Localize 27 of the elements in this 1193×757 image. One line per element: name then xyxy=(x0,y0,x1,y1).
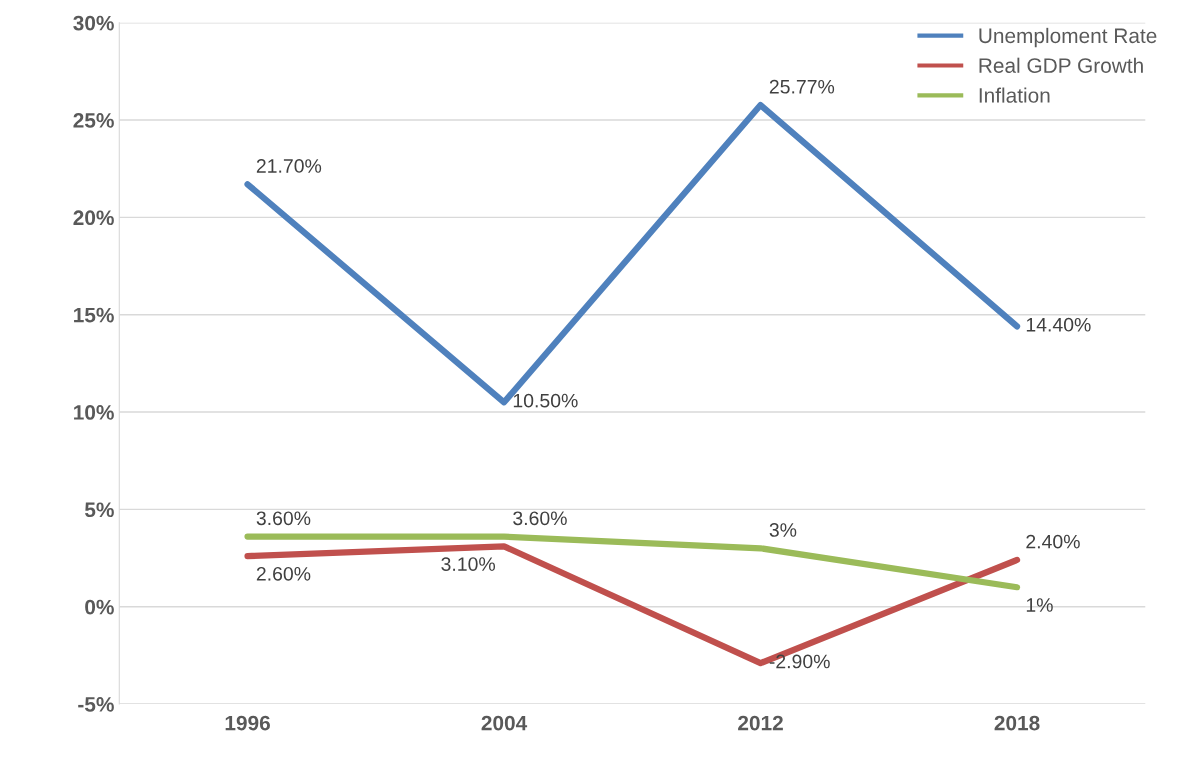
data-label: 25.77% xyxy=(769,79,835,94)
data-label: 10.50% xyxy=(513,393,578,408)
y-tick-label: 25% xyxy=(73,113,114,128)
x-tick-label: 1996 xyxy=(225,715,270,731)
x-tick-label: 2018 xyxy=(994,715,1040,731)
data-label: 21.70% xyxy=(256,159,322,173)
legend-label: Inflation xyxy=(979,87,1050,103)
data-label: 1% xyxy=(1026,598,1053,612)
y-tick-label: 5% xyxy=(84,502,114,518)
data-label: 3.10% xyxy=(441,557,496,571)
data-label: 3% xyxy=(769,523,797,537)
y-tick-label: 15% xyxy=(74,307,114,323)
x-tick-label: 2004 xyxy=(481,715,528,731)
data-label: 3.60% xyxy=(256,511,311,526)
data-label: 14.40% xyxy=(1026,317,1091,332)
y-tick-label: 20% xyxy=(73,210,114,226)
legend-label: Unemploment Rate xyxy=(979,27,1157,48)
data-label: 3.60% xyxy=(513,511,567,526)
y-tick-label: -5% xyxy=(78,697,114,712)
x-tick-label: 2012 xyxy=(738,715,783,731)
legend-label: Real GDP Growth xyxy=(979,57,1143,73)
y-tick-label: 30% xyxy=(73,15,114,31)
y-tick-label: 0% xyxy=(85,599,114,615)
y-tick-label: 10% xyxy=(74,405,114,420)
data-label: 2.60% xyxy=(256,566,311,581)
data-label: 2.40% xyxy=(1026,534,1080,549)
data-label: -2.90% xyxy=(769,654,830,669)
